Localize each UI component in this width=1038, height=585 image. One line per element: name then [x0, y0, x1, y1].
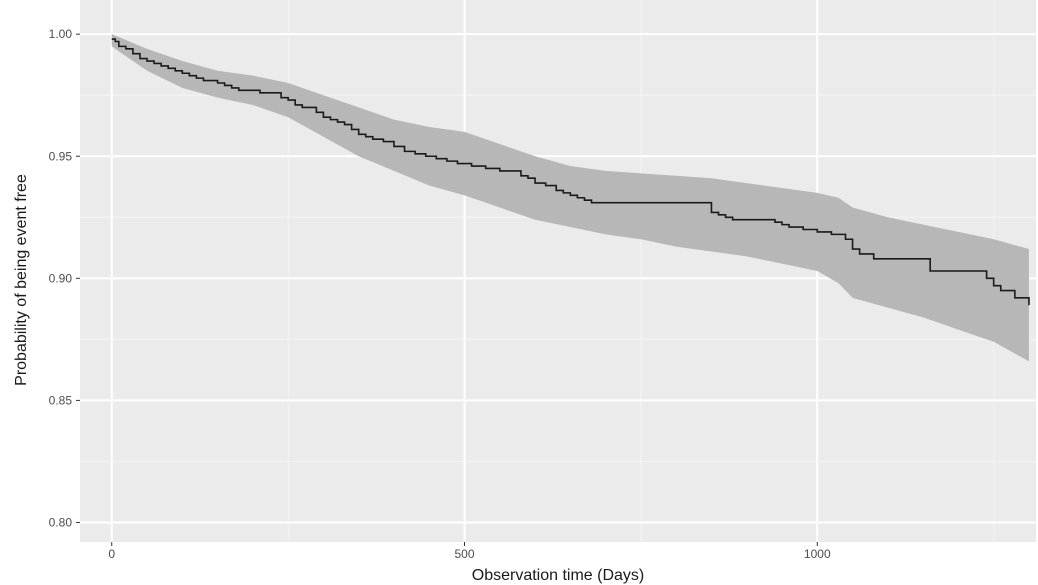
- y-axis-title: Probability of being event free: [13, 174, 30, 386]
- y-tick-label: 0.85: [49, 393, 73, 407]
- x-tick-label: 500: [455, 547, 475, 561]
- survival-step-line: [111, 38, 1030, 306]
- tick-labels: 0 500 1000 0.80 0.85 0.90 0.95 1.00: [49, 27, 831, 561]
- confidence-band-layer: [111, 34, 1029, 362]
- y-tick-label: 0.90: [49, 271, 73, 285]
- y-tick-label: 1.00: [49, 27, 73, 41]
- axis-ticks: [76, 33, 818, 546]
- confidence-band: [111, 34, 1029, 362]
- y-tick-label: 0.95: [49, 149, 73, 163]
- y-tick-label: 0.80: [49, 515, 73, 529]
- x-axis-title: Observation time (Days): [472, 567, 645, 584]
- x-tick-label: 0: [108, 547, 115, 561]
- x-tick-label: 1000: [804, 547, 831, 561]
- series-layer: [111, 38, 1030, 306]
